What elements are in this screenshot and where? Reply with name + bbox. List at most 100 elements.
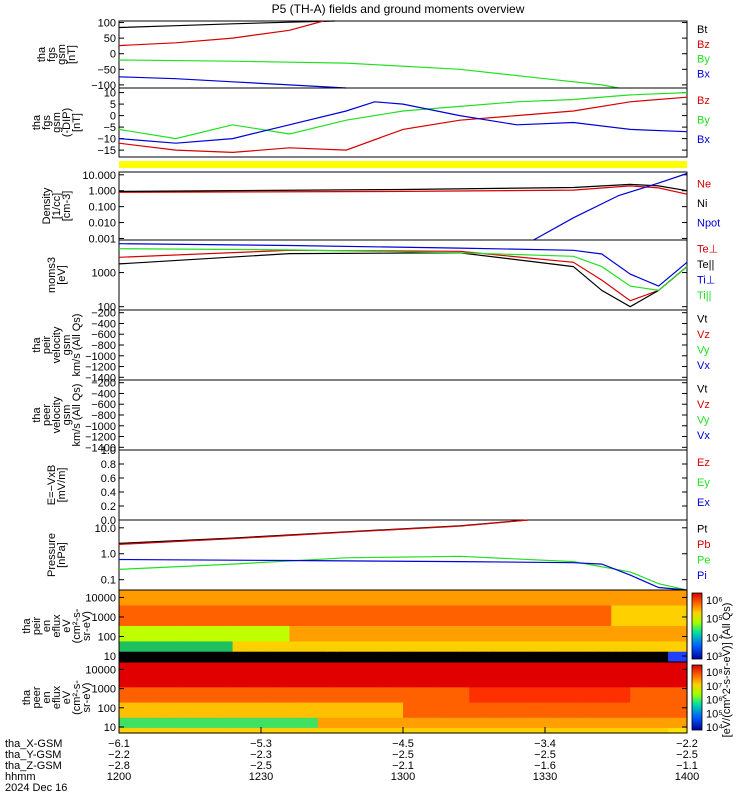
spectrogram-cell — [488, 615, 499, 622]
spectrogram-cell — [601, 722, 612, 729]
spectrogram-cell — [639, 662, 650, 668]
spectrogram-cell — [459, 656, 470, 663]
spectrogram-cell — [582, 646, 593, 653]
spectrogram-cell — [232, 717, 243, 724]
spectrogram-cell — [251, 682, 262, 688]
spectrogram-cell — [601, 677, 612, 683]
spectrogram-cell — [355, 712, 366, 719]
spectrogram-cell — [469, 610, 480, 617]
spectrogram-cell — [545, 712, 556, 719]
spectrogram-cell — [137, 717, 148, 724]
spectrogram-cell — [440, 631, 451, 637]
spectrogram-cell — [488, 692, 499, 699]
spectrogram-cell — [601, 641, 612, 648]
spectrogram-cell — [563, 702, 574, 709]
spectrogram-cell — [516, 692, 527, 699]
spectrogram-cell — [497, 626, 508, 632]
spectrogram-cell — [545, 687, 556, 694]
y-tick-label: 0.6 — [101, 473, 116, 485]
spectrogram-cell — [469, 590, 480, 596]
spectrogram-cell — [232, 667, 243, 673]
legend-bx: Bx — [697, 134, 710, 146]
series-pi — [118, 558, 688, 591]
spectrogram-cell — [545, 717, 556, 724]
spectrogram-cell — [431, 610, 442, 617]
panel-frame — [118, 20, 688, 89]
spectrogram-cell — [298, 610, 309, 617]
spectrogram-cell — [478, 626, 489, 632]
spectrogram-cell — [317, 631, 328, 637]
spectrogram-cell — [298, 662, 309, 668]
spectrogram-cell — [175, 626, 186, 632]
spectrogram-cell — [147, 677, 158, 683]
spectrogram-cell — [336, 636, 347, 643]
spectrogram-cell — [573, 610, 584, 617]
spectrogram-cell — [535, 682, 546, 688]
spectrogram-cell — [223, 636, 234, 643]
spectrogram-cell — [611, 682, 622, 688]
colorbar-tick-label: 10³ — [706, 651, 722, 663]
spectrogram-cell — [459, 727, 470, 734]
spectrogram-cell — [346, 697, 357, 704]
spectrogram-cell — [365, 610, 376, 617]
y-axis-label: tha — [31, 406, 43, 422]
spectrogram-cell — [270, 600, 281, 607]
spectrogram-cell — [251, 615, 262, 622]
spectrogram-cell — [431, 590, 442, 596]
footer-row-label: hhmm — [5, 771, 36, 783]
spectrogram-cell — [563, 697, 574, 704]
y-axis-label: [nT] — [66, 45, 78, 64]
spectrogram-cell — [251, 636, 262, 643]
spectrogram-cell — [421, 590, 432, 596]
spectrogram-cell — [440, 707, 451, 714]
spectrogram-cell — [620, 641, 631, 648]
spectrogram-cell — [317, 646, 328, 653]
spectrogram-cell — [393, 595, 404, 601]
y-tick-label: −1200 — [85, 432, 116, 444]
spectrogram-cell — [630, 722, 641, 729]
footer-value: −6.1 — [108, 738, 130, 750]
spectrogram-cell — [317, 727, 328, 734]
legend-te: Te⊥ — [697, 243, 718, 255]
spectrogram-cell — [194, 677, 205, 683]
spectrogram-cell — [128, 672, 139, 678]
spectrogram-cell — [346, 702, 357, 709]
spectrogram-cell — [601, 636, 612, 643]
spectrogram-cell — [677, 646, 688, 653]
spectrogram-cell — [516, 667, 527, 673]
spectrogram-cell — [658, 610, 669, 617]
spectrogram-cell — [137, 656, 148, 663]
colorbar-tick-label: 10⁴ — [706, 722, 723, 734]
spectrogram-cell — [440, 717, 451, 724]
spectrogram-cell — [298, 677, 309, 683]
spectrogram-cell — [620, 707, 631, 714]
spectrogram-cell — [346, 631, 357, 637]
legend-ey: Ey — [697, 477, 710, 489]
spectrogram-cell — [204, 610, 215, 617]
spectrogram-cell — [175, 677, 186, 683]
spectrogram-cell — [526, 702, 537, 709]
spectrogram-cell — [668, 677, 679, 683]
spectrogram-cell — [403, 687, 414, 694]
spectrogram-cell — [147, 626, 158, 632]
spectrogram-cell — [582, 712, 593, 719]
spectrogram-cell — [317, 651, 328, 658]
spectrogram-cell — [374, 722, 385, 729]
spectrogram-cell — [450, 672, 461, 678]
panel-frame — [118, 171, 688, 241]
spectrogram-cell — [317, 656, 328, 663]
spectrogram-cell — [270, 722, 281, 729]
spectrogram-cell — [592, 662, 603, 668]
spectrogram-cell — [204, 662, 215, 668]
legend-vz: Vz — [697, 329, 710, 341]
spectrogram-cell — [317, 626, 328, 632]
spectrogram-cell — [185, 707, 196, 714]
spectrogram-cell — [128, 687, 139, 694]
spectrogram-cell — [639, 667, 650, 673]
spectrogram-cell — [365, 667, 376, 673]
spectrogram-cell — [649, 641, 660, 648]
spectrogram-cell — [270, 605, 281, 612]
spectrogram-cell — [554, 682, 565, 688]
spectrogram-cell — [289, 636, 300, 643]
spectrogram-cell — [535, 662, 546, 668]
